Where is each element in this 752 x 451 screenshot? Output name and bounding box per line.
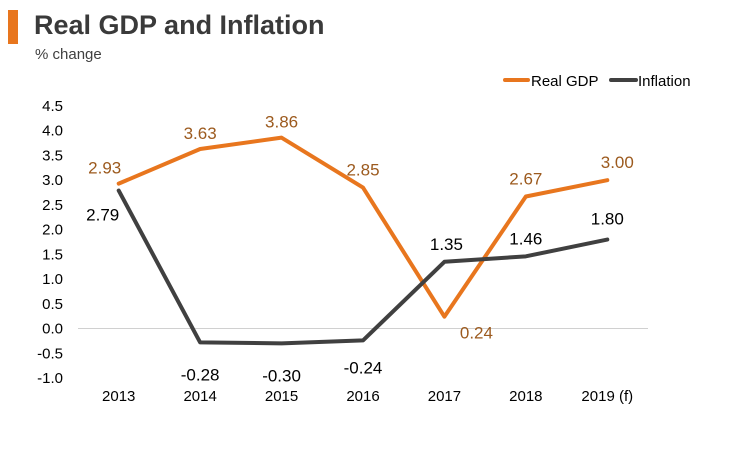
y-tick-label: 2.5 [42, 197, 63, 214]
chart-title: Real GDP and Inflation [34, 10, 325, 40]
real-gdp-data-label: 2.93 [88, 159, 121, 178]
real-gdp-data-label: 3.00 [601, 153, 634, 172]
chart-subtitle: % change [35, 46, 102, 63]
real-gdp-data-label: 3.63 [184, 124, 217, 143]
legend-inflation-label: Inflation [638, 73, 691, 90]
x-tick-label: 2013 [102, 388, 135, 405]
inflation-data-label: 1.80 [591, 210, 624, 229]
real-gdp-line [116, 135, 610, 319]
inflation-line [116, 188, 610, 346]
real-gdp-data-label: 2.85 [346, 161, 379, 180]
y-tick-label: 0.5 [42, 296, 63, 313]
title-accent-bar [8, 10, 18, 44]
y-tick-label: -0.5 [37, 345, 63, 362]
y-tick-label: 4.5 [42, 98, 63, 115]
x-tick-label: 2014 [183, 388, 216, 405]
real-gdp-data-label: 2.67 [509, 170, 542, 189]
inflation-data-label: 1.46 [509, 229, 542, 248]
x-tick-label: 2017 [428, 388, 461, 405]
y-tick-label: 0.0 [42, 321, 63, 338]
y-tick-label: 2.0 [42, 222, 63, 239]
inflation-data-label: -0.24 [344, 358, 383, 377]
inflation-data-label: 2.79 [86, 206, 119, 225]
y-tick-label: -1.0 [37, 370, 63, 387]
real-gdp-data-label: 0.24 [460, 324, 493, 343]
y-tick-label: 3.5 [42, 147, 63, 164]
y-tick-label: 4.0 [42, 123, 63, 140]
x-tick-label: 2016 [346, 388, 379, 405]
y-tick-label: 1.5 [42, 246, 63, 263]
y-tick-label: 3.0 [42, 172, 63, 189]
y-tick-label: 1.0 [42, 271, 63, 288]
inflation-data-label: -0.30 [262, 366, 301, 385]
legend-real-gdp-label: Real GDP [531, 73, 599, 90]
real-gdp-data-label: 3.86 [265, 113, 298, 132]
x-tick-label: 2019 (f) [581, 388, 633, 405]
x-tick-label: 2018 [509, 388, 542, 405]
inflation-data-label: 1.35 [430, 235, 463, 254]
inflation-data-label: -0.28 [181, 365, 220, 384]
x-tick-label: 2015 [265, 388, 298, 405]
